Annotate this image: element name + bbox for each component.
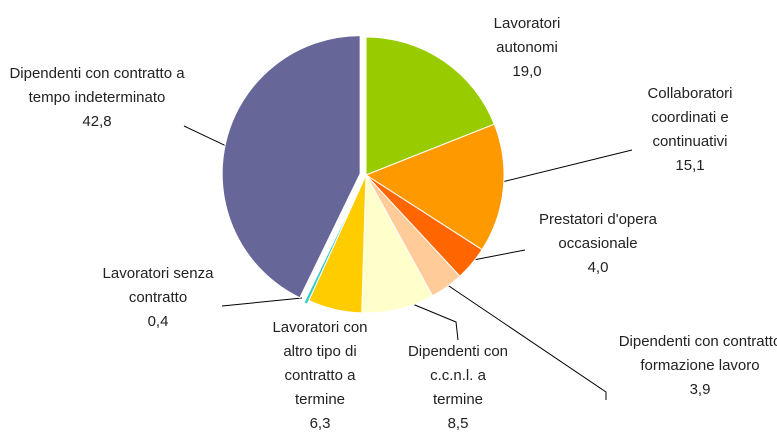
value-label: 42,8 (82, 113, 112, 130)
slice-label: Lavoratori autonomi 19,0 (467, 12, 587, 84)
slice-label: Dipendenti con contratto formazione lavo… (615, 330, 777, 402)
pie-slice (365, 36, 495, 176)
pie-slice (364, 123, 505, 251)
value-label: 0,4 (147, 313, 169, 330)
slice-label: Dipendenti con contratto a tempo indeter… (7, 62, 187, 134)
leader-line (397, 297, 459, 341)
category-name: Dipendenti con c.c.n.l. a termine (407, 343, 509, 408)
category-name: Lavoratori con altro tipo di contratto a… (272, 319, 368, 408)
leader-line (221, 297, 303, 307)
slice-label: Lavoratori senza contratto 0,4 (78, 262, 238, 334)
pie-slice (303, 178, 365, 305)
pie-slice (221, 35, 361, 299)
slice-label: Collaboratori coordinati e continuativi 1… (625, 82, 755, 178)
category-name: Collaboratori coordinati e continuativi (647, 85, 733, 150)
value-label: 3,9 (689, 381, 711, 398)
category-name: Dipendenti con contratto formazione lavo… (618, 333, 777, 374)
category-name: Dipendenti con contratto a tempo indeter… (9, 65, 185, 106)
slice-label: Dipendenti con c.c.n.l. a termine 8,5 (403, 340, 513, 436)
category-name: Lavoratori autonomi (493, 15, 561, 56)
slice-label: Prestatori d'opera occasionale 4,0 (513, 208, 683, 280)
category-name: Prestatori d'opera occasionale (539, 211, 657, 252)
value-label: 6,3 (309, 415, 331, 432)
value-label: 19,0 (512, 63, 542, 80)
leader-line (439, 279, 607, 400)
value-label: 8,5 (447, 415, 469, 432)
slice-label: Lavoratori con altro tipo di contratto a… (260, 316, 380, 436)
value-label: 4,0 (587, 259, 609, 276)
category-name: Lavoratori senza contratto (102, 265, 214, 306)
value-label: 15,1 (675, 157, 705, 174)
leader-line (501, 149, 633, 183)
